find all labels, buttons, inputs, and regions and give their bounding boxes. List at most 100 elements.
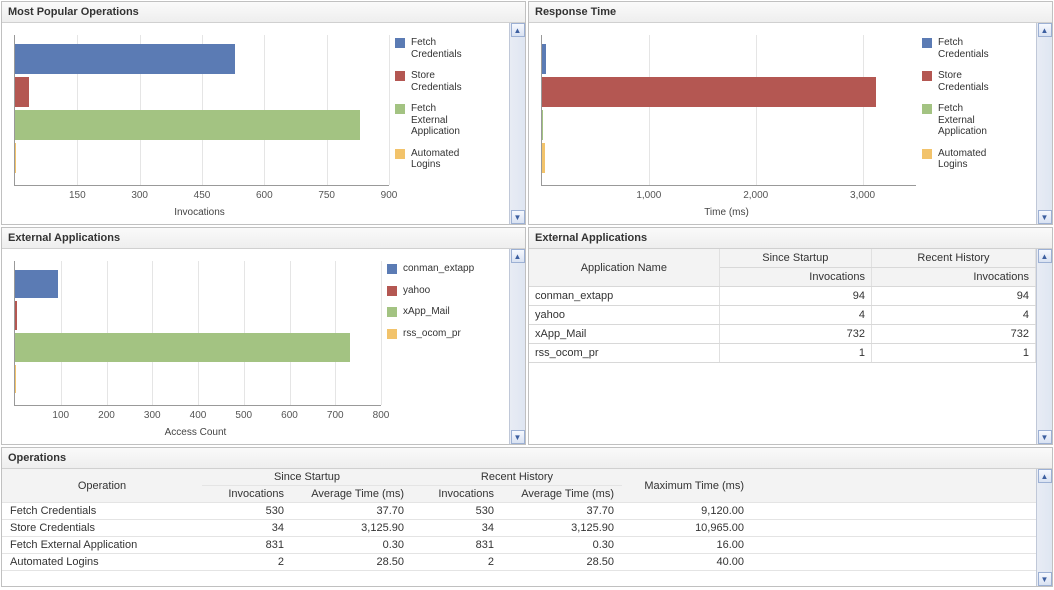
col-since-startup: Since Startup xyxy=(719,249,871,268)
axis-tick: 1,000 xyxy=(636,190,661,201)
axis-tick: 300 xyxy=(131,190,148,201)
table-row: Fetch External Application8310.308310.30… xyxy=(2,537,1036,554)
legend-item: xApp_Mail xyxy=(387,306,503,318)
scroll-down-icon[interactable]: ▼ xyxy=(511,430,525,444)
table-row: xApp_Mail732732 xyxy=(529,325,1036,344)
legend-item: AutomatedLogins xyxy=(395,148,503,171)
panel-title: Most Popular Operations xyxy=(2,2,525,23)
legend-item: FetchExternalApplication xyxy=(395,103,503,138)
legend-label: FetchCredentials xyxy=(938,37,989,60)
bar-automated_logins xyxy=(542,143,545,173)
cell-app-name: conman_extapp xyxy=(529,287,719,306)
scrollbar[interactable]: ▲ ▼ xyxy=(509,23,525,224)
operations-table: Operation Since Startup Recent History M… xyxy=(2,469,1036,571)
table-row: Automated Logins228.50228.5040.00 xyxy=(2,554,1036,571)
cell-app-name: rss_ocom_pr xyxy=(529,344,719,363)
scroll-up-icon[interactable]: ▲ xyxy=(511,249,525,263)
cell-operation: Fetch Credentials xyxy=(2,503,202,520)
cell-max-time: 16.00 xyxy=(622,537,752,554)
scroll-down-icon[interactable]: ▼ xyxy=(1038,210,1052,224)
scroll-down-icon[interactable]: ▼ xyxy=(1038,572,1052,586)
scrollbar[interactable]: ▲ ▼ xyxy=(1036,249,1052,444)
scroll-down-icon[interactable]: ▼ xyxy=(511,210,525,224)
axis-tick: 450 xyxy=(194,190,211,201)
legend-swatch xyxy=(922,71,932,81)
legend-swatch xyxy=(395,149,405,159)
chart-response-time: 1,000 2,000 3,000 Time (ms) FetchCredentia… xyxy=(529,23,1036,224)
chart-external-applications: 100200300400500600700800 Access Count co… xyxy=(2,249,509,444)
table-row: yahoo44 xyxy=(529,306,1036,325)
legend-item: FetchCredentials xyxy=(395,37,503,60)
cell-startup-inv: 530 xyxy=(202,503,292,520)
axis-label: Invocations xyxy=(6,207,393,218)
col-application-name: Application Name xyxy=(529,249,719,287)
cell-startup-avg: 3,125.90 xyxy=(292,520,412,537)
axis-tick: 100 xyxy=(52,410,69,421)
legend-item: yahoo xyxy=(387,285,503,297)
legend-label: StoreCredentials xyxy=(411,70,462,93)
cell-startup-inv: 94 xyxy=(719,287,871,306)
cell-recent-inv: 831 xyxy=(412,537,502,554)
legend-label: AutomatedLogins xyxy=(411,148,459,171)
col-operation: Operation xyxy=(2,469,202,503)
bar-fetch_credentials xyxy=(15,270,58,299)
col-maximum-time: Maximum Time (ms) xyxy=(622,469,752,503)
cell-recent-avg: 28.50 xyxy=(502,554,622,571)
legend-swatch xyxy=(922,149,932,159)
scrollbar[interactable]: ▲ ▼ xyxy=(1036,469,1052,586)
scrollbar[interactable]: ▲ ▼ xyxy=(509,249,525,444)
bar-store_credentials xyxy=(15,301,17,330)
legend-item: FetchCredentials xyxy=(922,37,1030,60)
legend-item: AutomatedLogins xyxy=(922,148,1030,171)
table-row: Fetch Credentials53037.7053037.709,120.0… xyxy=(2,503,1036,520)
legend: conman_extappyahooxApp_Mailrss_ocom_pr xyxy=(385,257,505,440)
legend-swatch xyxy=(395,104,405,114)
axis-tick: 200 xyxy=(98,410,115,421)
axis-tick: 600 xyxy=(256,190,273,201)
cell-recent-inv: 530 xyxy=(412,503,502,520)
panel-title: Operations xyxy=(2,448,1052,469)
table-row: conman_extapp9494 xyxy=(529,287,1036,306)
legend-swatch xyxy=(922,104,932,114)
cell-startup-inv: 732 xyxy=(719,325,871,344)
axis-tick: 750 xyxy=(318,190,335,201)
legend-label: FetchExternalApplication xyxy=(938,103,987,138)
scroll-up-icon[interactable]: ▲ xyxy=(1038,23,1052,37)
axis-tick: 3,000 xyxy=(850,190,875,201)
cell-startup-avg: 37.70 xyxy=(292,503,412,520)
scroll-up-icon[interactable]: ▲ xyxy=(511,23,525,37)
legend-label: yahoo xyxy=(403,285,430,297)
legend-swatch xyxy=(387,307,397,317)
legend-label: xApp_Mail xyxy=(403,306,450,318)
legend-label: rss_ocom_pr xyxy=(403,328,461,340)
bar-automated_logins xyxy=(15,143,16,173)
panel-title: External Applications xyxy=(529,228,1052,249)
cell-startup-inv: 831 xyxy=(202,537,292,554)
legend: FetchCredentials StoreCredentials FetchExt… xyxy=(920,31,1032,220)
col-invocations: Invocations xyxy=(871,268,1035,287)
panel-title: Response Time xyxy=(529,2,1052,23)
cell-recent-avg: 3,125.90 xyxy=(502,520,622,537)
legend-swatch xyxy=(387,264,397,274)
table-row: rss_ocom_pr11 xyxy=(529,344,1036,363)
cell-startup-avg: 0.30 xyxy=(292,537,412,554)
panel-response-time: Response Time 1,000 2,000 3,000 Time (ms) … xyxy=(528,1,1053,225)
bar-fetch_external_app xyxy=(15,110,360,140)
cell-recent-avg: 0.30 xyxy=(502,537,622,554)
scroll-up-icon[interactable]: ▲ xyxy=(1038,469,1052,483)
legend: FetchCredentials StoreCredentials FetchExt… xyxy=(393,31,505,220)
scroll-down-icon[interactable]: ▼ xyxy=(1038,430,1052,444)
bar-fetch_external_app xyxy=(15,333,350,362)
cell-startup-inv: 1 xyxy=(719,344,871,363)
table-row: Store Credentials343,125.90343,125.9010,… xyxy=(2,520,1036,537)
scroll-up-icon[interactable]: ▲ xyxy=(1038,249,1052,263)
legend-swatch xyxy=(395,71,405,81)
axis-label: Access Count xyxy=(6,427,385,438)
axis-tick: 150 xyxy=(69,190,86,201)
scrollbar[interactable]: ▲ ▼ xyxy=(1036,23,1052,224)
axis-label: Time (ms) xyxy=(533,207,920,218)
panel-operations: Operations Operation Since Startup Recen… xyxy=(1,447,1053,587)
axis-tick: 2,000 xyxy=(743,190,768,201)
col-avg-time: Average Time (ms) xyxy=(502,486,622,503)
legend-item: StoreCredentials xyxy=(922,70,1030,93)
